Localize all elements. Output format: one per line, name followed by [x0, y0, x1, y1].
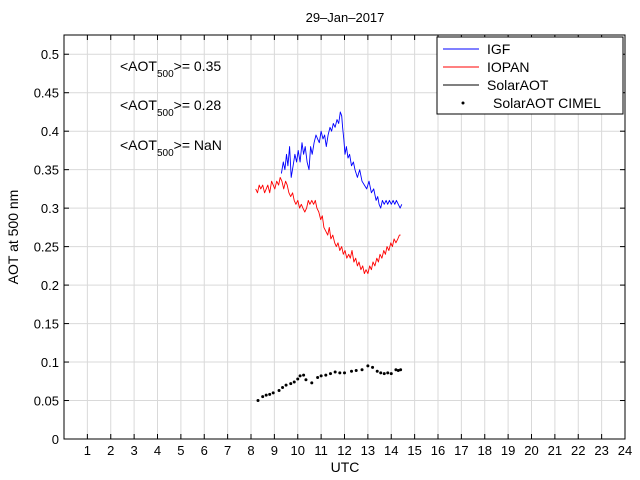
- x-tick-label: 21: [548, 443, 562, 458]
- data-point-cimel: [328, 372, 332, 376]
- data-point-cimel: [338, 371, 342, 375]
- data-point-cimel: [324, 373, 328, 377]
- mean-annotation: <AOT500>= 0.28: [120, 97, 221, 119]
- x-tick-label: 3: [131, 443, 138, 458]
- chart-title: 29–Jan–2017: [306, 10, 385, 25]
- data-point-cimel: [268, 392, 272, 396]
- x-tick-label: 24: [618, 443, 632, 458]
- y-tick-label: 0.3: [41, 201, 59, 216]
- legend-label-iopan: IOPAN: [487, 59, 530, 75]
- data-point-cimel: [277, 389, 281, 393]
- series-line-iopan: [255, 176, 401, 275]
- data-point-cimel: [343, 371, 346, 375]
- x-tick-label: 9: [271, 443, 278, 458]
- x-tick-label: 10: [291, 443, 305, 458]
- x-tick-label: 14: [384, 443, 398, 458]
- x-tick-label: 11: [314, 443, 328, 458]
- data-point-cimel: [256, 399, 260, 403]
- x-tick-label: 20: [524, 443, 538, 458]
- data-point-cimel: [289, 382, 293, 386]
- data-point-cimel: [354, 369, 358, 373]
- data-point-cimel: [394, 368, 398, 372]
- legend-box: [436, 36, 624, 115]
- data-point-cimel: [281, 385, 285, 389]
- data-point-cimel: [310, 381, 314, 385]
- annotations: <AOT500>= 0.35 <AOT500>= 0.28 <AOT500>= Na…: [120, 58, 222, 159]
- legend-swatch-cimel: [461, 101, 465, 105]
- x-axis-label: UTC: [331, 459, 360, 475]
- x-tick-label: 16: [431, 443, 445, 458]
- data-point-cimel: [319, 374, 323, 378]
- y-tick-label: 0: [52, 432, 59, 447]
- y-axis-label: AOT at 500 nm: [5, 190, 21, 285]
- data-point-cimel: [261, 395, 265, 399]
- x-tick-label: 12: [337, 443, 351, 458]
- y-tick-label: 0.35: [34, 163, 59, 178]
- data-point-cimel: [284, 383, 288, 387]
- data-point-cimel: [386, 371, 390, 375]
- data-point-cimel: [316, 375, 320, 379]
- x-tick-label: 1: [84, 443, 91, 458]
- data-point-cimel: [396, 369, 400, 373]
- data-point-cimel: [264, 393, 268, 397]
- data-point-cimel: [304, 378, 308, 382]
- mean-annotation: <AOT500>= 0.35: [120, 58, 221, 80]
- x-tick-label: 15: [407, 443, 421, 458]
- y-tick-label: 0.2: [41, 278, 59, 293]
- x-tick-label: 6: [201, 443, 208, 458]
- x-tick-label: 8: [247, 443, 254, 458]
- data-point-cimel: [350, 369, 354, 373]
- data-point-cimel: [399, 368, 403, 372]
- legend-label-igf: IGF: [487, 41, 510, 57]
- x-tick-label: 22: [571, 443, 585, 458]
- y-tick-label: 0.4: [41, 124, 59, 139]
- x-tick-label: 5: [177, 443, 184, 458]
- data-point-cimel: [271, 391, 275, 395]
- legend-label-cimel: SolarAOT CIMEL: [493, 95, 601, 111]
- y-tick-label: 0.15: [34, 317, 59, 332]
- y-tick-label: 0.5: [41, 47, 59, 62]
- data-point-cimel: [302, 373, 306, 377]
- y-tick-label: 0.1: [41, 355, 59, 370]
- y-tick-label: 0.25: [34, 240, 59, 255]
- data-point-cimel: [292, 380, 296, 384]
- x-tick-label: 17: [454, 443, 468, 458]
- y-axis: 0 0.05 0.1 0.15 0.2 0.25 0.3 0.35 0.4 0.45 0.5: [34, 47, 625, 447]
- series-layer: [255, 111, 403, 403]
- data-point-cimel: [379, 371, 383, 375]
- data-point-cimel: [382, 372, 386, 376]
- y-tick-label: 0.45: [34, 86, 59, 101]
- data-point-cimel: [296, 377, 300, 381]
- y-tick-label: 0.05: [34, 394, 59, 409]
- data-point-cimel: [333, 370, 337, 374]
- data-point-cimel: [375, 369, 379, 373]
- data-point-cimel: [366, 364, 370, 368]
- series-line-igf: [280, 111, 403, 209]
- x-tick-label: 23: [594, 443, 608, 458]
- legend-label-solaraot: SolarAOT: [487, 77, 549, 93]
- legend: IGF IOPAN SolarAOT SolarAOT CIMEL: [436, 36, 624, 115]
- x-tick-label: 18: [478, 443, 492, 458]
- x-tick-label: 4: [154, 443, 161, 458]
- data-point-cimel: [371, 365, 375, 369]
- x-tick-label: 19: [501, 443, 515, 458]
- x-tick-label: 7: [224, 443, 231, 458]
- x-tick-label: 2: [107, 443, 114, 458]
- data-point-cimel: [389, 372, 393, 376]
- data-point-cimel: [360, 368, 364, 372]
- x-axis: 1 2 3 4 5 6 7 8 9 10 11 12 13 14 15 16 17 18 19 20 21 22 23 24: [84, 35, 632, 458]
- mean-annotation: <AOT500>= NaN: [120, 137, 222, 159]
- data-point-cimel: [298, 374, 302, 378]
- x-tick-label: 13: [361, 443, 375, 458]
